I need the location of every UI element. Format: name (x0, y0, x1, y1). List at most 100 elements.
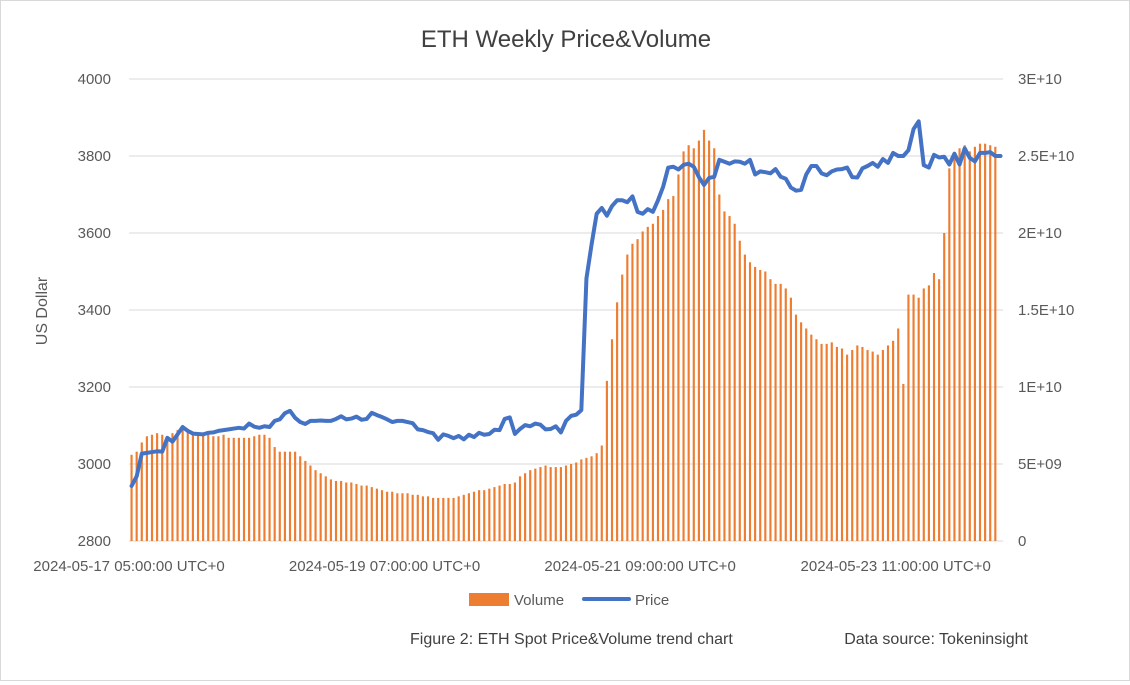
volume-bar (641, 231, 644, 541)
y-right-tick-label: 2E+10 (1018, 225, 1062, 242)
y-left-tick-label: 3800 (78, 148, 111, 165)
volume-bar (631, 243, 634, 541)
figure-caption: Figure 2: ETH Spot Price&Volume trend ch… (410, 631, 733, 648)
volume-bar (324, 476, 327, 541)
y-left-tick-label: 3400 (78, 302, 111, 319)
volume-bar (314, 470, 317, 541)
volume-bar (176, 430, 179, 541)
volume-bar (554, 467, 557, 541)
volume-bar (866, 350, 869, 541)
y-left-tick-label: 3600 (78, 225, 111, 242)
volume-bar (299, 456, 302, 541)
volume-bar (687, 145, 690, 541)
volume-bar (130, 454, 133, 541)
y-axis-right: 0 5E+09 1E+10 1.5E+10 2E+10 2.5E+10 3E+10 (1018, 71, 1074, 550)
volume-bar (902, 383, 905, 541)
volume-bar (283, 451, 286, 541)
volume-bar (830, 342, 833, 541)
volume-bar (682, 151, 685, 541)
volume-bar (856, 345, 859, 541)
volume-bar (472, 491, 476, 541)
volume-bar (416, 494, 419, 541)
volume-bar (989, 145, 992, 541)
volume-bar (702, 129, 706, 541)
volume-bar (779, 283, 782, 541)
legend-volume-label: Volume (514, 592, 564, 609)
volume-bar (253, 436, 256, 541)
volume-bar (616, 302, 619, 541)
volume-bar (938, 279, 941, 541)
volume-bar (268, 437, 271, 541)
volume-bar (294, 451, 297, 541)
volume-bar (810, 334, 813, 541)
volume-bar (135, 451, 138, 541)
volume-bar (968, 151, 971, 541)
volume-bar (534, 468, 537, 541)
volume-bar (861, 346, 864, 541)
volume-bar (156, 433, 159, 541)
volume-bar (186, 431, 189, 541)
volume-bar (713, 148, 716, 542)
volume-bar (242, 437, 246, 541)
volume-bar (365, 485, 368, 541)
volume-bar (380, 490, 384, 541)
volume-bar (391, 491, 394, 541)
volume-bar (871, 351, 874, 541)
volume-bar (396, 493, 399, 541)
volume-bar (748, 262, 752, 541)
volume-bar (288, 451, 292, 541)
volume-bar (145, 436, 148, 541)
volume-bar (447, 497, 450, 541)
volume-bar (513, 482, 516, 541)
volume-bar (452, 497, 455, 541)
volume-bar (488, 488, 491, 541)
volume-bar (375, 488, 378, 541)
volume-bar (406, 493, 409, 541)
volume-bar (273, 447, 276, 541)
volume-bar (196, 434, 200, 541)
volume-bar (610, 339, 614, 541)
volume-bar (334, 480, 338, 541)
volume-bar (150, 434, 154, 541)
volume-bar (718, 194, 721, 541)
volume-bar (738, 240, 741, 541)
volume-bar (769, 279, 772, 541)
volume-bar (672, 196, 675, 542)
volume-bar (958, 148, 961, 542)
volume-bar (963, 145, 966, 541)
data-source: Data source: Tokeninsight (844, 631, 1028, 648)
y-right-tick-label: 3E+10 (1018, 71, 1062, 88)
volume-bar (549, 467, 552, 541)
volume-bars (130, 129, 997, 542)
volume-bar (166, 436, 169, 541)
volume-bar (237, 437, 240, 541)
volume-bar (973, 146, 976, 541)
volume-bar (723, 211, 726, 541)
y-right-tick-label: 1E+10 (1018, 379, 1062, 396)
volume-bar (881, 350, 884, 541)
chart-title: ETH Weekly Price&Volume (421, 26, 711, 53)
y-left-tick-label: 2800 (78, 533, 111, 550)
volume-bar (258, 434, 261, 541)
volume-bar (426, 496, 430, 541)
x-axis: 2024-05-17 05:00:00 UTC+0 2024-05-19 07:0… (33, 558, 991, 575)
volume-bar (764, 271, 767, 541)
volume-bar (876, 354, 879, 541)
volume-bar (191, 433, 194, 541)
volume-bar (605, 380, 608, 541)
volume-bar (222, 434, 225, 541)
volume-bar (340, 480, 343, 541)
volume-bar (886, 345, 890, 541)
y-left-tick-label: 3000 (78, 456, 111, 473)
volume-bar (462, 494, 465, 541)
volume-bar (948, 168, 951, 541)
volume-bar (835, 346, 838, 541)
volume-bar (309, 465, 312, 541)
volume-bar (161, 434, 164, 541)
volume-bar (917, 297, 920, 541)
y-left-tick-label: 4000 (78, 71, 111, 88)
volume-bar (544, 465, 547, 541)
volume-bar (800, 322, 803, 541)
volume-bar (805, 328, 808, 541)
volume-bar (728, 216, 731, 541)
